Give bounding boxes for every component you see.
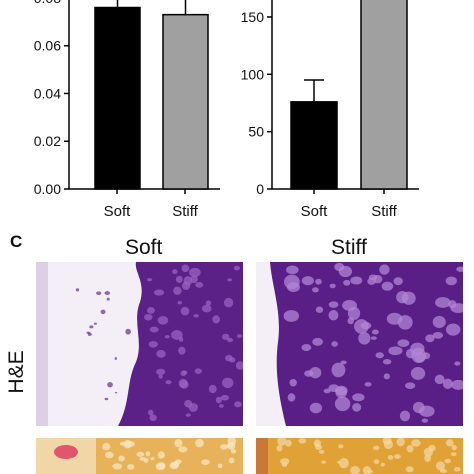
y-tick-label: 50	[248, 124, 264, 140]
bar-stiff	[360, 0, 408, 190]
y-tick-label: 0.06	[34, 38, 61, 54]
row-label-he: H&E	[5, 350, 28, 394]
column-label-soft: Soft	[125, 236, 163, 259]
column-label-stiff: Stiff	[331, 236, 367, 259]
he-image-stiff	[256, 262, 463, 426]
stain-image-soft	[36, 438, 243, 474]
stain-image-stiff	[256, 438, 463, 474]
y-tick-label: 0.00	[34, 181, 61, 197]
y-tick-label: 100	[241, 66, 265, 82]
x-tick-label: Stiff	[371, 203, 397, 220]
y-tick-label: 0.08	[34, 0, 61, 6]
bar-soft	[94, 6, 141, 190]
y-tick-label: 0	[256, 181, 264, 197]
y-tick-label: 0.04	[34, 85, 61, 101]
x-tick-label: Stiff	[172, 203, 198, 220]
chart-1: 0.00 0.02 0.04 0.06 0.08 Soft Stiff	[34, 0, 220, 220]
bar-soft	[290, 101, 338, 190]
bar-charts: 0.00 0.02 0.04 0.06 0.08 Soft Stiff 0 50 100 150 So…	[34, 0, 419, 220]
panel-letter-c: C	[10, 232, 23, 251]
x-tick-label: Soft	[104, 203, 132, 220]
chart-2: 0 50 100 150 Soft Stiff	[241, 0, 419, 220]
he-image-soft	[36, 262, 243, 426]
y-tick-label: 150	[241, 9, 265, 25]
bar-stiff	[162, 13, 209, 190]
y-tick-label: 0.02	[34, 133, 61, 149]
x-tick-label: Soft	[301, 203, 329, 220]
